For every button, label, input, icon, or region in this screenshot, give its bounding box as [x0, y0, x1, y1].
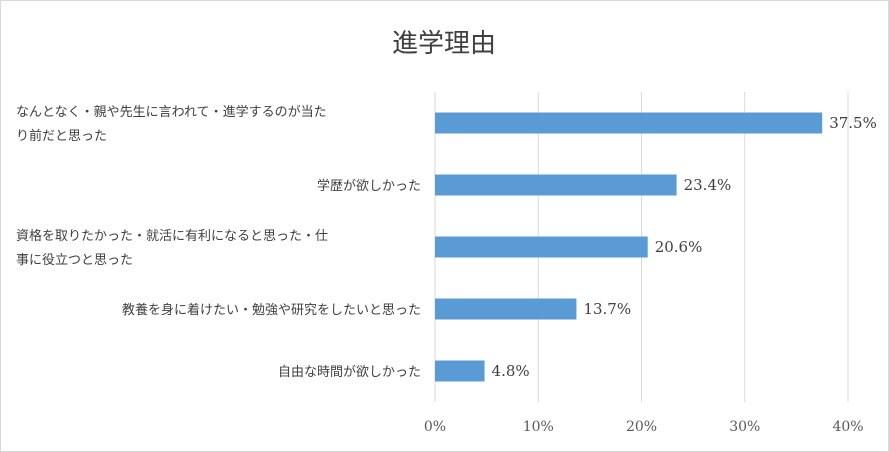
bar — [435, 112, 823, 134]
data-label: 13.7% — [583, 300, 631, 318]
data-label: 20.6% — [655, 238, 703, 256]
category-label: 教養を身に着けたい・勉強や研究をしたいと思った — [122, 302, 421, 318]
x-tick-label: 30% — [729, 419, 760, 435]
x-tick-label: 40% — [832, 419, 863, 435]
category-label: 資格を取りたかった・就活に有利になると思った・仕 — [16, 228, 328, 244]
x-axis-ticks: 0% 10% 20% 30% 40% — [424, 419, 864, 435]
data-label: 4.8% — [492, 362, 530, 380]
chart-title: 進学理由 — [392, 29, 496, 59]
bar — [435, 360, 485, 382]
bars — [435, 112, 823, 382]
data-label: 23.4% — [684, 176, 732, 194]
data-labels: 37.5% 23.4% 20.6% 13.7% 4.8% — [492, 114, 877, 380]
bar — [435, 236, 648, 258]
x-tick-label: 0% — [424, 419, 446, 435]
category-label: 事に役立つと思った — [16, 253, 133, 268]
bar — [435, 298, 577, 320]
category-label: り前だと思った — [16, 128, 107, 144]
x-tick-label: 20% — [626, 419, 657, 435]
x-tick-label: 10% — [523, 419, 554, 435]
category-label: 自由な時間が欲しかった — [278, 364, 421, 380]
bar — [435, 174, 677, 196]
category-label: 学歴が欲しかった — [317, 178, 421, 194]
category-labels: なんとなく・親や先生に言われて・進学するのが当たり前だと思った学歴が欲しかった資… — [16, 104, 421, 380]
category-label: なんとなく・親や先生に言われて・進学するのが当た — [16, 104, 327, 120]
data-label: 37.5% — [829, 114, 877, 132]
